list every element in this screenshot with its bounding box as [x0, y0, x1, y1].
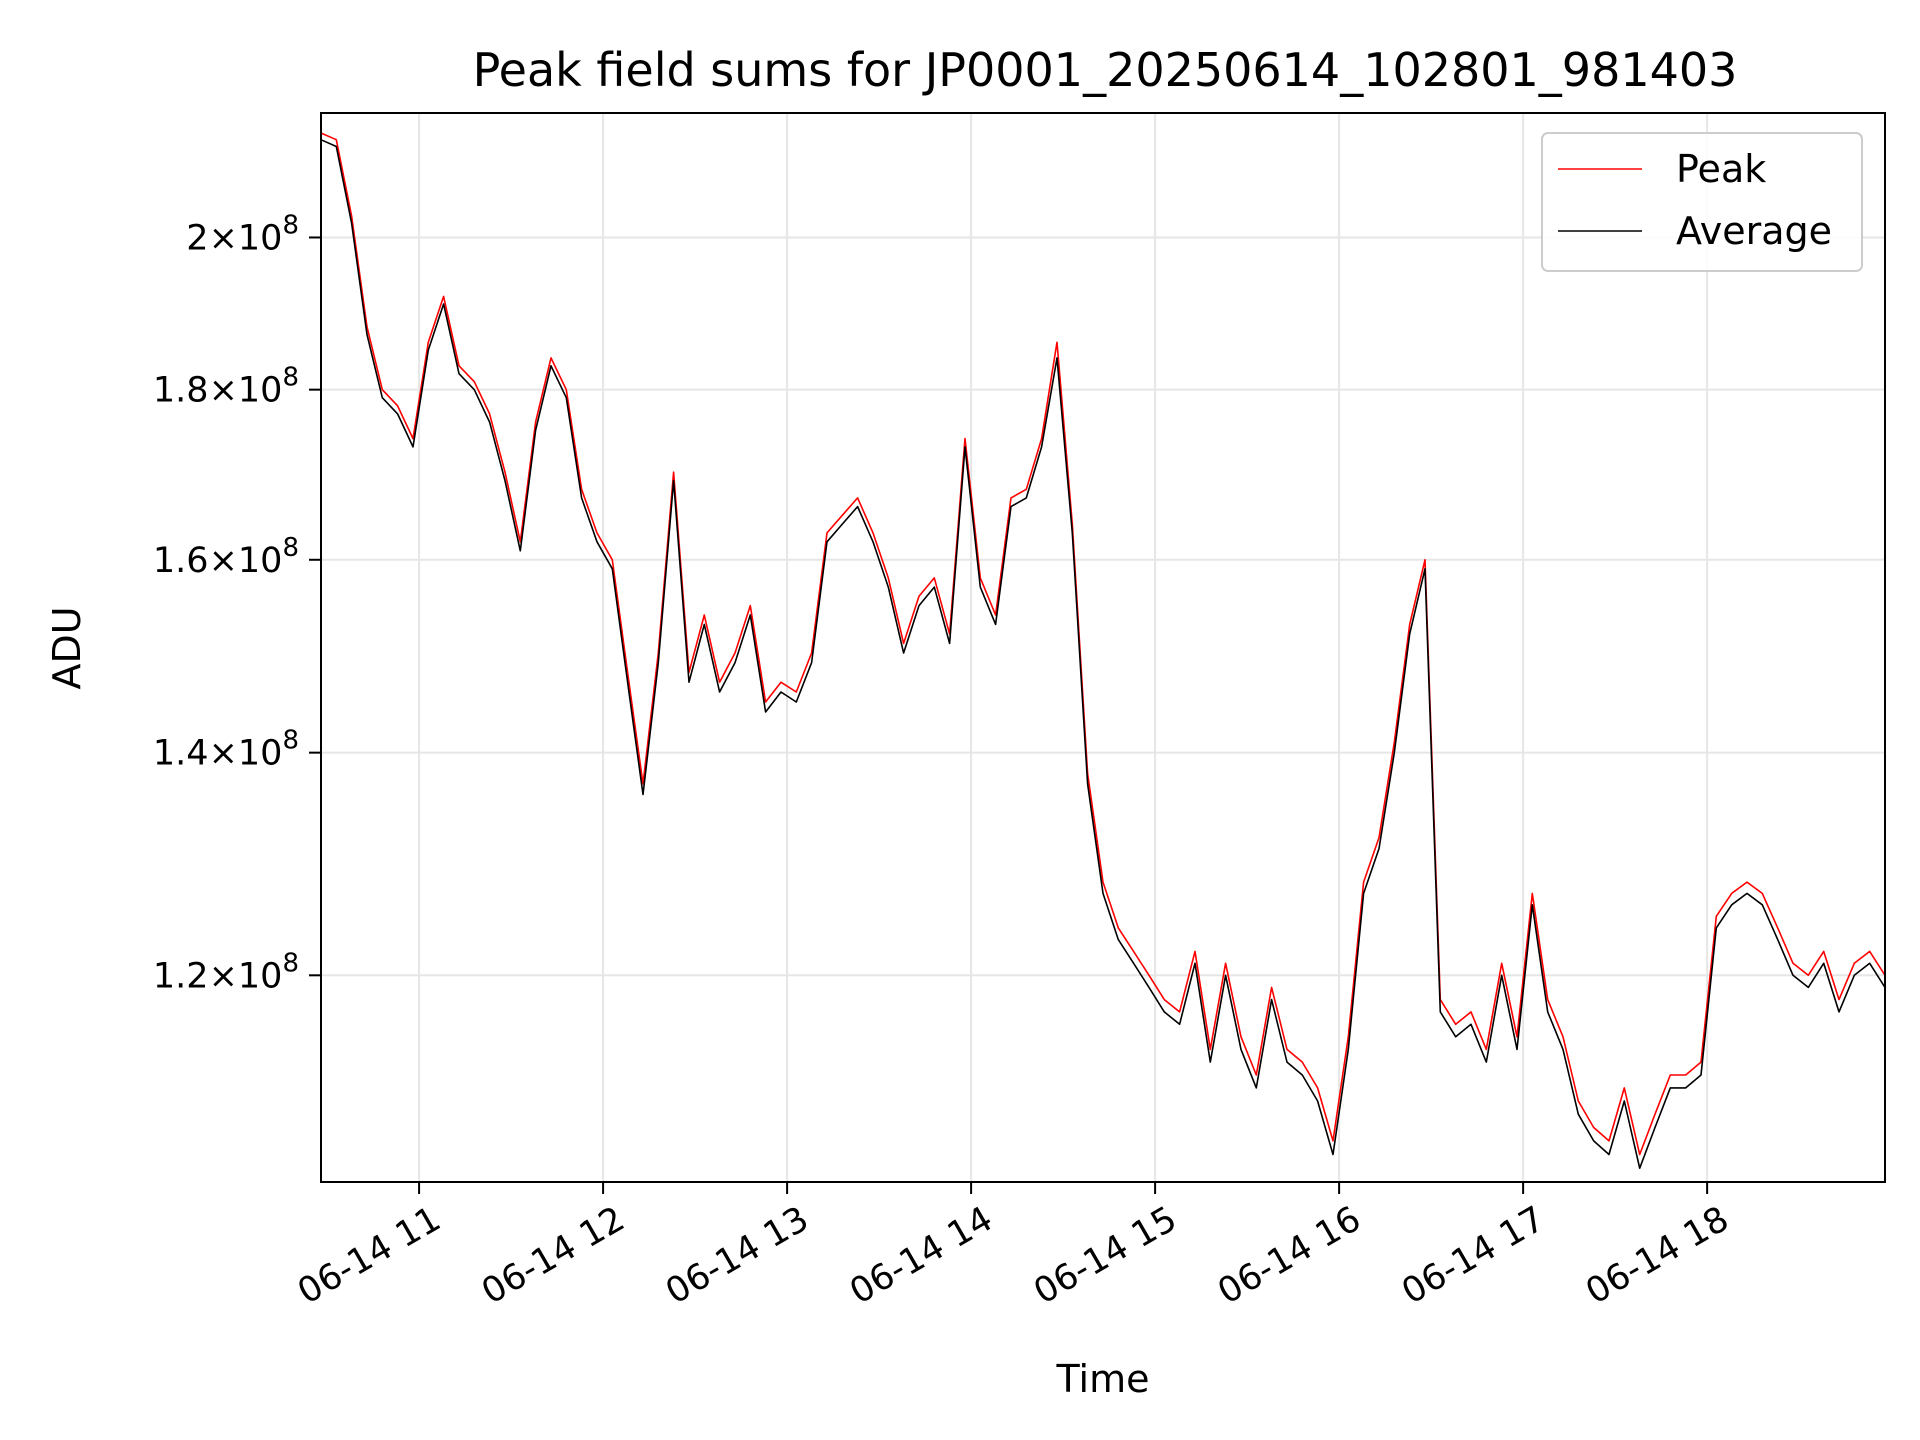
grid: [321, 113, 1885, 1182]
y-tick-mantissa: 1.4: [153, 734, 209, 774]
y-tick-times: ×: [209, 218, 238, 258]
legend-box: [1541, 132, 1863, 272]
y-tick-times: ×: [209, 734, 238, 774]
y-tick-label: 2×108: [186, 210, 299, 258]
y-tick-label: 1.6×108: [153, 533, 299, 581]
legend-peak-label: Peak: [1676, 147, 1766, 191]
y-tick-exponent: 8: [282, 363, 299, 393]
y-tick-exponent: 8: [282, 210, 299, 240]
y-tick-exponent: 8: [282, 533, 299, 563]
y-tick-base: 10: [238, 734, 283, 774]
y-tick-mantissa: 1.8: [153, 371, 209, 411]
plot-area: [320, 132, 1886, 1169]
legend: Peak Average: [1541, 132, 1863, 272]
y-tick-label: 1.4×108: [153, 726, 299, 774]
y-tick-exponent: 8: [282, 726, 299, 756]
y-tick-mantissa: 1.6: [153, 541, 209, 581]
y-tick-times: ×: [209, 371, 238, 411]
y-tick-exponent: 8: [282, 948, 299, 978]
chart-title: Peak field sums for JP0001_20250614_1028…: [473, 43, 1738, 97]
y-axis-label: ADU: [45, 606, 89, 689]
y-tick-times: ×: [209, 956, 238, 996]
y-tick-mantissa: 1.2: [153, 956, 209, 996]
series-line-average: [320, 138, 1886, 1169]
y-tick-base: 10: [238, 541, 283, 581]
y-tick-base: 10: [238, 371, 283, 411]
y-tick-base: 10: [238, 218, 283, 258]
y-tick-label: 1.8×108: [153, 363, 299, 411]
y-tick-label: 1.2×108: [153, 948, 299, 996]
y-tick-mantissa: 2: [186, 218, 208, 258]
y-tick-times: ×: [209, 541, 238, 581]
plot-frame: [320, 112, 1886, 1183]
y-tick-base: 10: [238, 956, 283, 996]
legend-average-label: Average: [1676, 209, 1832, 253]
series-line-peak: [320, 132, 1886, 1156]
x-axis-label: Time: [1056, 1357, 1150, 1401]
